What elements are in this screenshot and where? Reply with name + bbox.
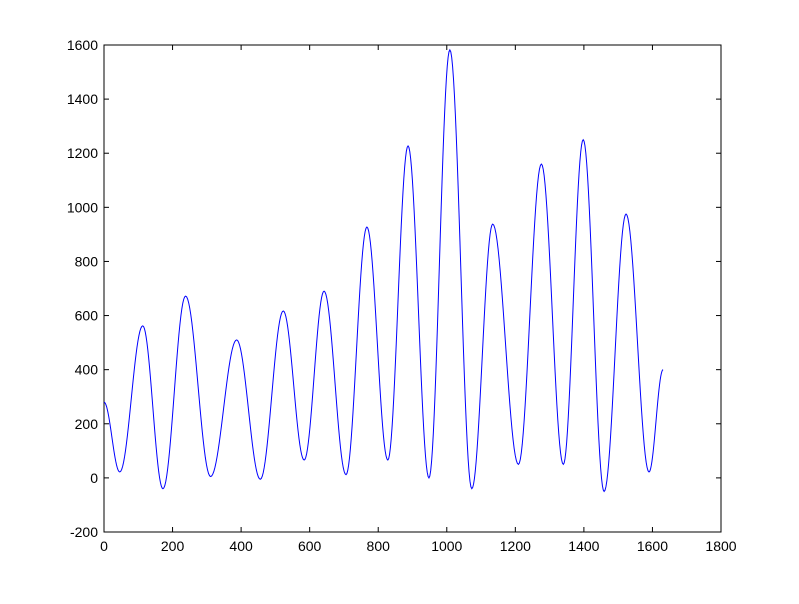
x-tick-label: 1200 <box>500 538 531 554</box>
plot-area <box>103 44 722 533</box>
x-tick-label: 200 <box>161 538 185 554</box>
x-tick-label: 800 <box>367 538 391 554</box>
x-tick-label: 1600 <box>637 538 668 554</box>
y-tick-label: 200 <box>75 416 99 432</box>
series-group <box>103 48 664 493</box>
axis-ticks: 0 200 400 600 800 1000 1200 1400 1600 1800-200020… <box>67 37 737 554</box>
y-tick-label: 800 <box>75 253 99 269</box>
x-tick-label: 600 <box>298 538 322 554</box>
y-tick-label: 1400 <box>67 91 98 107</box>
series-line <box>103 48 664 493</box>
y-tick-label: 600 <box>75 308 99 324</box>
x-tick-label: 1800 <box>705 538 736 554</box>
y-tick-label: 400 <box>75 362 99 378</box>
y-tick-label: 1000 <box>67 199 98 215</box>
x-tick-label: 1000 <box>431 538 462 554</box>
y-tick-label: 0 <box>90 470 98 486</box>
y-tick-label: 1600 <box>67 37 98 53</box>
y-tick-label: 1200 <box>67 145 98 161</box>
x-tick-label: 1400 <box>568 538 599 554</box>
y-tick-label: -200 <box>70 524 98 540</box>
x-tick-label: 400 <box>229 538 253 554</box>
x-tick-label: 0 <box>100 538 108 554</box>
